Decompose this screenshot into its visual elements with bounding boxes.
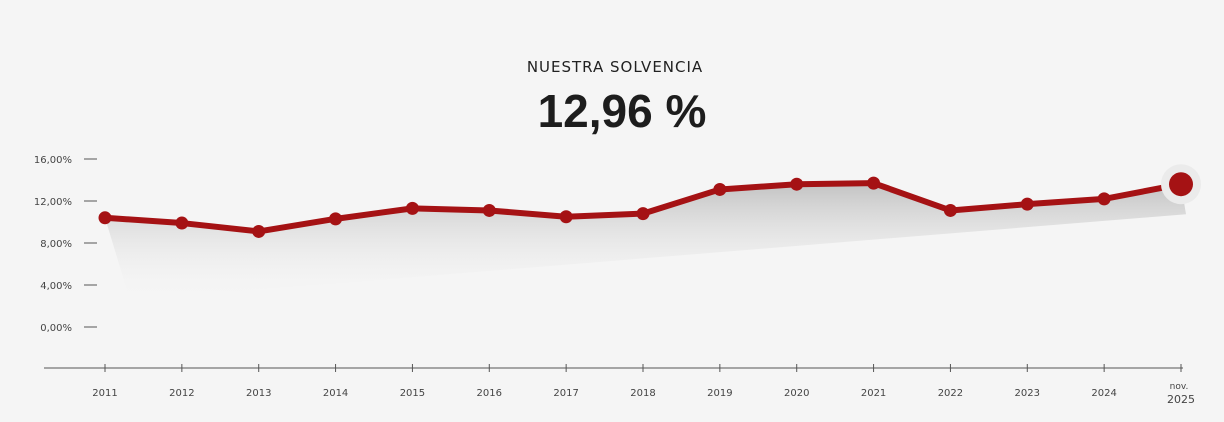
data-point: [329, 212, 343, 226]
x-tick-label: 2021: [861, 388, 886, 399]
y-tick-label: 12,00%: [34, 197, 72, 208]
x-tick-label: 2025: [1167, 393, 1195, 406]
x-tick-label: 2017: [553, 388, 578, 399]
x-tick-label: 2018: [630, 388, 655, 399]
x-tick-label: 2016: [477, 388, 502, 399]
x-tick-label: 2011: [92, 388, 117, 399]
data-point: [943, 203, 957, 217]
data-point: [175, 216, 189, 230]
data-point: [252, 224, 266, 238]
chart-title: NUESTRA SOLVENCIA: [526, 58, 704, 76]
y-tick-label: 8,00%: [40, 239, 72, 250]
x-tick-label: 2015: [400, 388, 425, 399]
data-point: [405, 201, 419, 215]
x-tick-label: 2023: [1015, 388, 1040, 399]
y-tick-label: 16,00%: [34, 155, 72, 166]
y-tick-label: 0,00%: [40, 323, 72, 334]
x-tick-label: 2020: [784, 388, 809, 399]
x-tick-label: 2019: [707, 388, 732, 399]
data-point: [482, 203, 496, 217]
x-tick-label: 2012: [169, 388, 194, 399]
y-tick-label: 4,00%: [40, 281, 72, 292]
data-point: [1097, 192, 1111, 206]
data-point: [559, 210, 573, 224]
data-point: [98, 211, 112, 225]
x-tick-prefix: nov.: [1170, 382, 1189, 392]
solvency-value: 12,96 %: [537, 85, 707, 137]
data-point: [636, 207, 650, 221]
x-tick-label: 2013: [246, 388, 271, 399]
data-point: [1169, 172, 1193, 197]
area-shade: [105, 183, 1186, 300]
data-point: [1020, 197, 1034, 211]
data-point: [867, 176, 881, 190]
data-point: [713, 182, 727, 196]
x-tick-label: 2014: [323, 388, 348, 399]
x-tick-label: 2022: [938, 388, 963, 399]
data-point: [790, 177, 804, 191]
x-tick-label: 2024: [1091, 388, 1116, 399]
